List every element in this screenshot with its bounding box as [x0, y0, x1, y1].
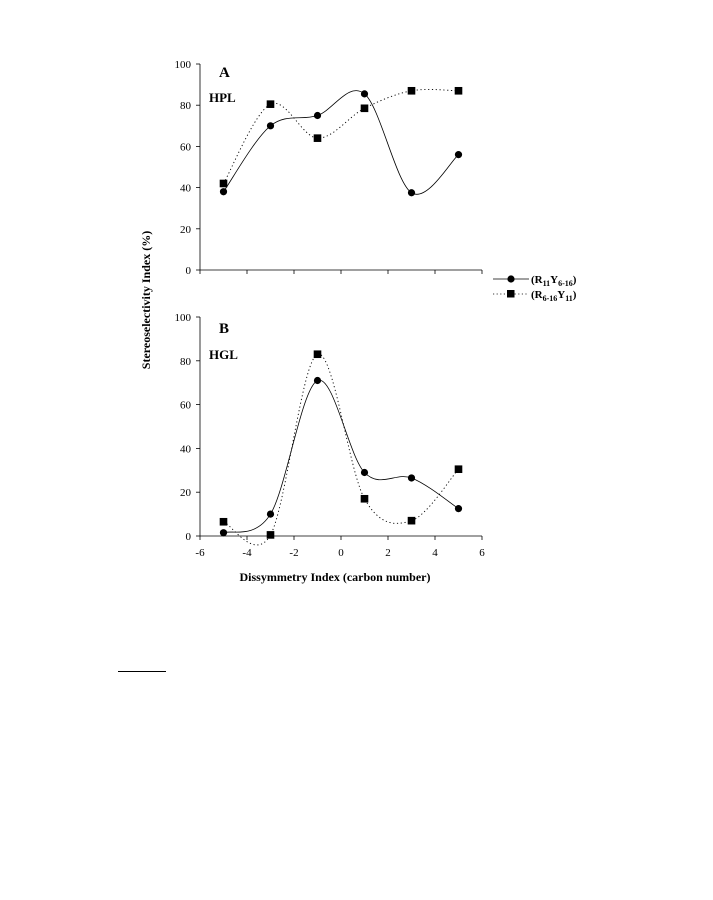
x-tick-label: 2: [385, 547, 391, 559]
legend-marker-square: [507, 290, 515, 298]
data-point-square: [454, 86, 463, 95]
legend-marker-circle: [507, 275, 515, 283]
y-tick-label: 100: [175, 312, 192, 324]
panel-b-label: B: [219, 321, 229, 337]
panel-b-name: HGL: [209, 347, 238, 362]
panel-b-series: [219, 350, 463, 546]
footnote-rule: [118, 671, 166, 672]
data-point-square: [360, 104, 369, 113]
data-point-circle: [360, 90, 369, 98]
x-tick-label: -2: [289, 547, 298, 559]
data-point-circle: [266, 510, 275, 518]
data-point-circle: [407, 474, 416, 482]
legend: (R11Y6-16) (R6-16Y11): [493, 274, 577, 303]
y-tick-label: 40: [180, 183, 192, 195]
data-point-circle: [454, 151, 463, 159]
legend-entry-2: (R6-16Y11): [531, 289, 577, 303]
data-point-circle: [360, 468, 369, 477]
data-point-square: [219, 517, 228, 526]
data-point-square: [454, 465, 463, 474]
data-point-square: [407, 516, 416, 525]
y-tick-label: 40: [180, 443, 192, 455]
legend-entry-1: (R11Y6-16): [531, 274, 577, 288]
data-point-square: [313, 350, 322, 359]
data-point-square: [219, 179, 228, 188]
data-point-square: [407, 86, 416, 95]
series-line-solid: [223, 90, 459, 195]
panel-b: 0 20 40 60 80 100 -6 -4 -2 0 2 4 6 B HGL: [175, 312, 486, 559]
series-line-dotted: [223, 353, 459, 546]
y-tick-label: 80: [180, 356, 192, 368]
x-tick-label: -6: [195, 547, 205, 559]
panel-b-axes: 0 20 40 60 80 100 -6 -4 -2 0 2 4 6: [175, 312, 486, 559]
y-axis-title: Stereoselectivity Index (%): [139, 231, 153, 369]
data-point-circle: [219, 529, 228, 537]
series-line-dotted: [223, 89, 459, 184]
panel-a-label: A: [219, 65, 230, 81]
x-tick-label: 6: [479, 547, 485, 559]
x-tick-label: -4: [242, 547, 252, 559]
data-point-square: [360, 494, 369, 503]
data-point-circle: [266, 122, 275, 130]
data-point-circle: [313, 111, 322, 120]
y-tick-label: 80: [180, 100, 192, 112]
y-tick-label: 60: [180, 141, 192, 153]
panel-a-series: [219, 86, 463, 197]
data-point-square: [266, 100, 275, 108]
y-tick-label: 100: [175, 59, 192, 71]
data-point-square: [266, 531, 275, 539]
data-point-circle: [454, 505, 463, 513]
data-point-circle: [313, 376, 322, 385]
data-point-circle: [407, 189, 416, 197]
panel-a-axes: 0 20 40 60 80 100: [175, 59, 483, 277]
x-tick-label: 0: [338, 547, 344, 559]
panel-a-name: HPL: [209, 90, 236, 105]
y-tick-label: 0: [186, 531, 192, 543]
series-line-solid: [223, 380, 459, 534]
y-tick-label: 20: [180, 487, 192, 499]
y-tick-label: 60: [180, 400, 192, 412]
x-axis-title: Dissymmetry Index (carbon number): [240, 570, 431, 584]
data-point-circle: [219, 188, 228, 196]
y-tick-label: 20: [180, 224, 192, 236]
data-point-square: [313, 134, 322, 142]
y-tick-label: 0: [186, 265, 192, 277]
x-tick-label: 4: [432, 547, 438, 559]
panel-a: 0 20 40 60 80 100 A HPL: [175, 59, 483, 277]
